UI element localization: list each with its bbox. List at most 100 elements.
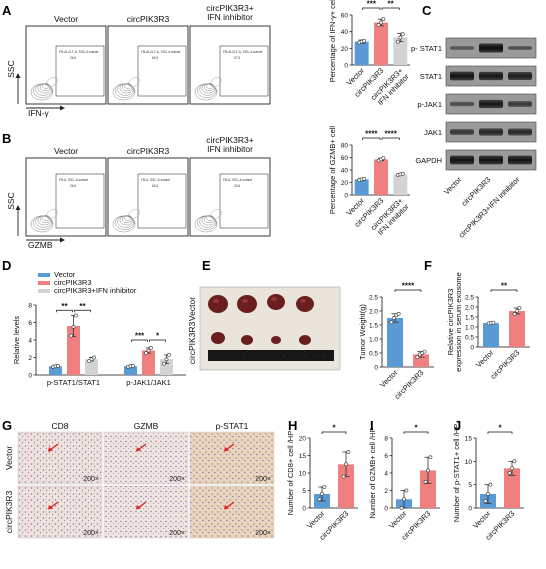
legend-swatch bbox=[38, 273, 50, 277]
gate-label: FB-ALCLT-A, SSC-A subset bbox=[59, 50, 99, 54]
tumor-highlight bbox=[213, 299, 219, 303]
tumor-highlight bbox=[300, 299, 306, 303]
data-point bbox=[402, 497, 406, 502]
ruler-number: 9 bbox=[293, 355, 295, 359]
band-label: p-JAK1 bbox=[417, 100, 442, 109]
y-tick-label: 2.0 bbox=[369, 309, 378, 316]
significance-bracket bbox=[362, 137, 381, 140]
gate-box bbox=[219, 173, 269, 229]
data-point bbox=[400, 32, 405, 37]
flow-plot-frame bbox=[189, 157, 271, 237]
significance-label: *** bbox=[135, 332, 145, 341]
contour-line bbox=[210, 209, 222, 219]
ihc-image bbox=[103, 485, 189, 539]
y-tick-label: 4 bbox=[28, 338, 32, 345]
bar bbox=[387, 318, 403, 367]
panel-label-H: H bbox=[288, 418, 297, 433]
panel-label-F: F bbox=[424, 258, 432, 273]
significance-bracket bbox=[381, 7, 400, 10]
panel-label-I: I bbox=[370, 418, 374, 433]
data-point bbox=[346, 450, 351, 454]
gate-label: FB-A, SSC-A subset bbox=[59, 178, 88, 182]
ruler-number: 2 bbox=[223, 355, 225, 359]
data-point bbox=[341, 474, 346, 479]
y-tick-label: 20 bbox=[341, 46, 349, 53]
significance-label: **** bbox=[402, 282, 415, 291]
legend-swatch bbox=[38, 281, 50, 285]
data-point bbox=[69, 333, 74, 338]
significance-label: * bbox=[156, 332, 160, 341]
y-tick-label: 0 bbox=[374, 365, 378, 372]
blot-band bbox=[479, 155, 503, 165]
flow-y-arrowhead bbox=[15, 205, 21, 210]
y-tick-label: 10 bbox=[465, 459, 473, 466]
contour-line bbox=[206, 83, 214, 89]
data-point bbox=[148, 345, 153, 350]
significance-bracket bbox=[403, 431, 429, 434]
significance-bracket bbox=[362, 7, 381, 10]
contour-line bbox=[46, 77, 58, 87]
panel-label-E: E bbox=[202, 258, 211, 273]
red-arrow bbox=[137, 501, 147, 509]
significance-bracket bbox=[131, 339, 148, 342]
significance-bracket bbox=[74, 309, 91, 313]
data-point bbox=[144, 351, 149, 356]
gate-value: 27.5 bbox=[234, 56, 240, 60]
ihc-image bbox=[103, 431, 189, 485]
data-point bbox=[483, 499, 488, 503]
gate-value: 26.6 bbox=[70, 184, 76, 188]
magnification-label: 200× bbox=[169, 530, 185, 537]
x-tick-label: Vector bbox=[378, 368, 400, 390]
x-tick-label: Vector bbox=[474, 348, 496, 370]
red-arrow bbox=[49, 501, 59, 509]
red-arrowhead bbox=[48, 447, 53, 452]
data-point bbox=[362, 176, 366, 181]
flow-title: circPIK3R3 bbox=[127, 14, 170, 24]
red-arrow bbox=[137, 443, 147, 451]
data-point bbox=[488, 482, 493, 487]
bar bbox=[393, 174, 408, 195]
x-group-label: p-JAK1/JAK1 bbox=[126, 378, 171, 387]
flow-title: Vector bbox=[54, 146, 78, 156]
y-tick-label: 60 bbox=[341, 155, 349, 162]
tumor-highlight bbox=[242, 299, 248, 303]
flow-y-axis-label: SSC bbox=[6, 60, 16, 77]
significance-label: *** bbox=[367, 0, 377, 9]
bar bbox=[509, 311, 525, 347]
blot-band bbox=[479, 128, 503, 136]
band-label: JAK1 bbox=[424, 128, 442, 137]
data-point bbox=[162, 361, 167, 366]
ruler bbox=[208, 350, 334, 361]
gate-value: 32.6 bbox=[234, 184, 240, 188]
y-tick-label: 40 bbox=[341, 168, 349, 175]
bar bbox=[354, 179, 369, 195]
y-tick-label: 5 bbox=[302, 488, 306, 495]
data-point bbox=[404, 488, 409, 493]
magnification-label: 200× bbox=[83, 530, 99, 537]
ruler-number: 3 bbox=[233, 355, 235, 359]
gate-box bbox=[137, 45, 187, 97]
red-arrow bbox=[49, 443, 59, 451]
red-arrowhead bbox=[48, 505, 53, 510]
data-point bbox=[320, 492, 324, 496]
magnification-label: 200× bbox=[83, 476, 99, 483]
data-point bbox=[71, 324, 76, 329]
ruler-number: 12 bbox=[323, 355, 327, 359]
ihc-row-label: circPIK3R3 bbox=[4, 490, 14, 533]
data-point bbox=[362, 38, 366, 43]
data-point bbox=[381, 156, 386, 161]
ruler-number: 8 bbox=[283, 355, 285, 359]
blot-band bbox=[479, 99, 503, 109]
flow-title: circPIK3R3 bbox=[127, 146, 170, 156]
bar bbox=[504, 468, 520, 508]
y-axis-label: Number of p-STAT1+ cell /HP bbox=[452, 424, 461, 522]
data-point bbox=[396, 39, 400, 44]
ihc-column-label: GZMB bbox=[134, 421, 159, 431]
lane-label: Vector bbox=[442, 175, 464, 197]
ihc-grid: CD8 GZMB p-STAT1 Vector circPIK3R3 200× 200× 20… bbox=[4, 421, 275, 539]
data-point bbox=[512, 312, 517, 316]
